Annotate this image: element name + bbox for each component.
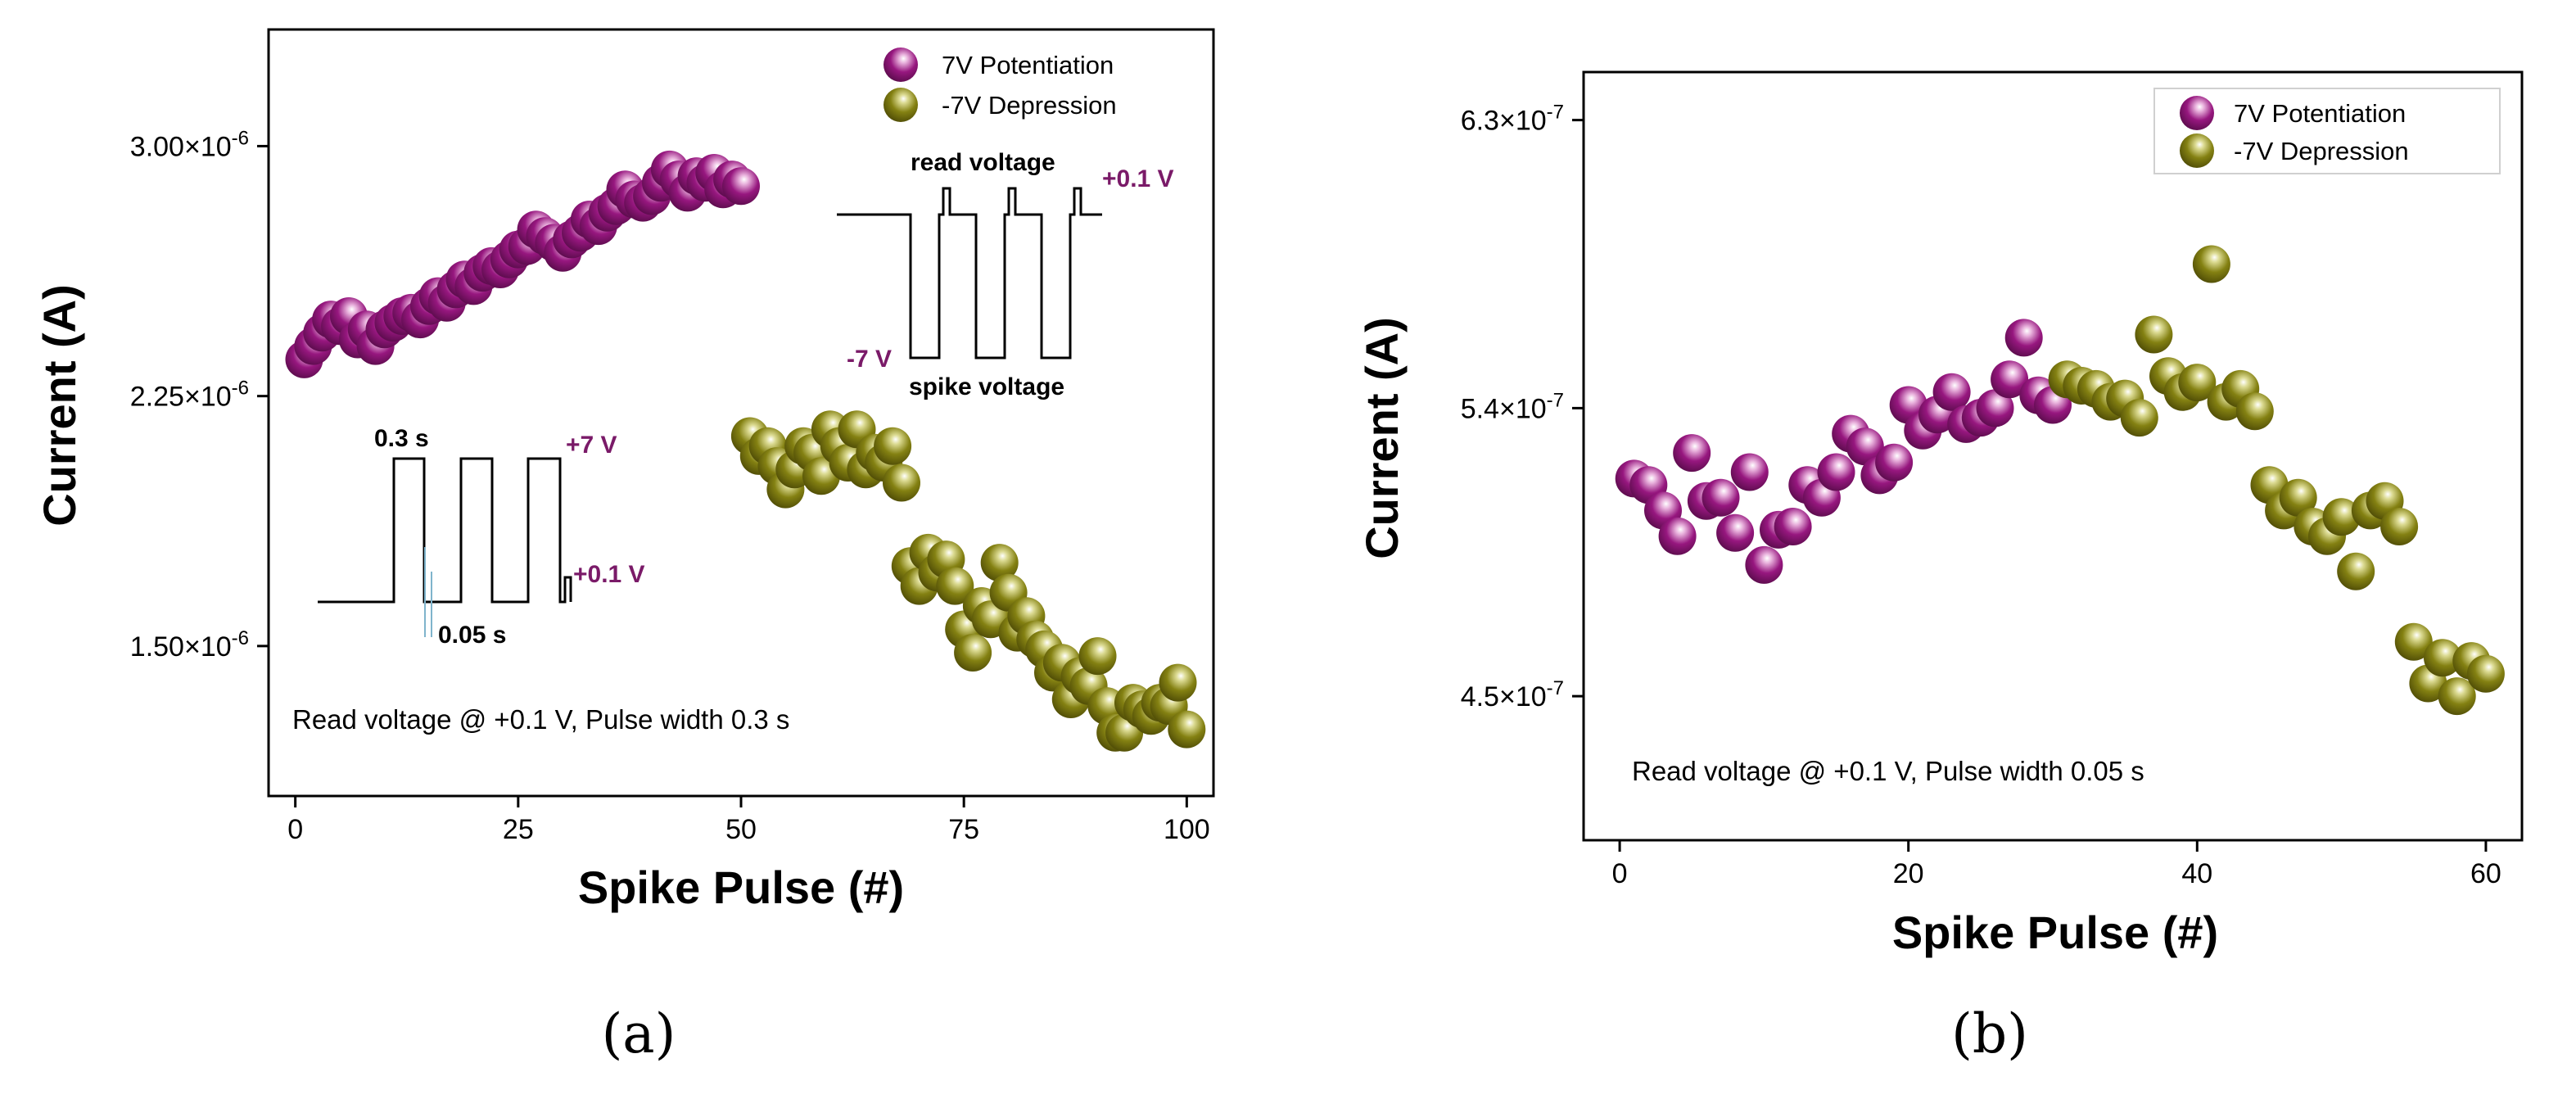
chart-b-legend: 7V Potentiation -7V Depression — [2153, 88, 2501, 174]
point-b-depression-30 — [2466, 654, 2505, 693]
inset-depression-spike-label: spike voltage — [909, 373, 1064, 400]
legend-a-depression-label: -7V Depression — [942, 91, 1117, 120]
inset-potentiation-trace — [318, 457, 572, 604]
point-b-depression-21 — [2337, 552, 2375, 590]
inset-potentiation-width-label: 0.3 s — [374, 425, 429, 452]
xtick-label-a-2: 50 — [725, 814, 757, 845]
chart-a: 0 25 50 75 100 1.50×10-6 2.25×10-6 3.00×10-6 S… — [34, 28, 1215, 1065]
point-b-potentiation-23 — [1932, 373, 1971, 411]
xtick-label-a-4: 100 — [1164, 814, 1210, 845]
inset-depression-trace — [837, 187, 1102, 360]
point-a-depression-26 — [954, 634, 992, 672]
point-b-potentiation-10 — [1745, 545, 1783, 584]
point-a-potentiation-50 — [722, 167, 760, 206]
point-b-depression-11 — [2192, 245, 2230, 283]
ytick-label-b-0: 4.5×10-7 — [1461, 677, 1564, 712]
xtick-label-b-1: 20 — [1893, 858, 1924, 889]
xtick-label-a-1: 25 — [503, 814, 534, 845]
point-b-potentiation-15 — [1817, 453, 1855, 491]
chart-b-points — [1615, 245, 2505, 716]
point-b-potentiation-9 — [1730, 453, 1769, 491]
point-b-depression-24 — [2380, 508, 2419, 545]
point-b-potentiation-12 — [1774, 508, 1812, 545]
point-b-depression-6 — [2120, 399, 2158, 437]
chart-a-annotation: Read voltage @ +0.1 V, Pulse width 0.3 s — [292, 704, 789, 735]
legend-b-potentiation-label: 7V Potentiation — [2234, 99, 2406, 128]
point-a-depression-24 — [936, 567, 974, 605]
point-a-depression-40 — [1078, 637, 1117, 676]
inset-potentiation-high-label: +7 V — [566, 432, 617, 459]
chart-b-xticks: 0 20 40 60 — [1612, 840, 2501, 889]
point-b-depression-14 — [2235, 392, 2274, 431]
xtick-label-b-0: 0 — [1612, 858, 1628, 889]
ytick-label-a-1: 2.25×10-6 — [130, 378, 249, 413]
chart-b: 0 20 40 60 4.5×10-7 5.4×10-7 6.3×10-7 Spike P… — [1356, 70, 2524, 1065]
point-a-depression-29 — [980, 544, 1019, 582]
point-a-depression-49 — [1159, 663, 1197, 702]
point-b-potentiation-5 — [1673, 434, 1711, 473]
point-b-depression-28 — [2438, 677, 2476, 716]
point-b-depression-27 — [2424, 639, 2461, 677]
chart-a-points — [285, 150, 1206, 752]
point-b-potentiation-4 — [1658, 517, 1697, 555]
xtick-label-b-2: 40 — [2181, 858, 2212, 889]
inset-depression-read-title: read voltage — [911, 149, 1055, 176]
ytick-label-b-1: 5.4×10-7 — [1461, 389, 1564, 424]
legend-a-potentiation-marker — [884, 47, 918, 82]
legend-b-depression-marker — [2180, 133, 2214, 168]
chart-a-yticks: 1.50×10-6 2.25×10-6 3.00×10-6 — [130, 127, 269, 663]
point-b-potentiation-28 — [2004, 319, 2043, 357]
chart-b-frame — [1582, 70, 2524, 842]
xtick-label-a-0: 0 — [287, 814, 303, 845]
point-b-depression-10 — [2178, 364, 2217, 402]
point-a-depression-18 — [883, 464, 920, 502]
chart-a-xticks: 0 25 50 75 100 — [287, 796, 1210, 845]
inset-potentiation-gap-label: 0.05 s — [438, 622, 506, 649]
point-a-depression-17 — [874, 427, 912, 465]
point-b-depression-17 — [2279, 478, 2317, 517]
point-b-potentiation-26 — [1976, 389, 2014, 427]
legend-a-depression-marker — [884, 88, 918, 122]
point-b-potentiation-7 — [1702, 478, 1740, 517]
inset-depression-waveform: read voltage +0.1 V -7 V spike voltage — [837, 149, 1174, 400]
inset-depression-low-label: -7 V — [847, 346, 892, 373]
chart-a-ylabel: Current (A) — [34, 284, 85, 527]
ytick-label-a-0: 1.50×10-6 — [130, 627, 249, 663]
xtick-label-b-3: 60 — [2470, 858, 2501, 889]
chart-b-panel-label: (b) — [1951, 1002, 2028, 1065]
chart-a-legend: 7V Potentiation -7V Depression — [884, 47, 1117, 122]
point-b-potentiation-17 — [1846, 427, 1884, 466]
point-b-potentiation-19 — [1875, 443, 1914, 482]
chart-b-annotation: Read voltage @ +0.1 V, Pulse width 0.05 … — [1632, 756, 2144, 786]
point-b-depression-25 — [2394, 622, 2433, 661]
chart-b-ylabel: Current (A) — [1356, 317, 1408, 559]
legend-a-potentiation-label: 7V Potentiation — [942, 51, 1114, 79]
legend-b-potentiation-marker — [2180, 96, 2214, 130]
point-b-potentiation-27 — [1991, 360, 2029, 399]
ytick-label-a-2: 3.00×10-6 — [130, 127, 249, 162]
xtick-label-a-3: 75 — [948, 814, 979, 845]
point-a-depression-50 — [1168, 710, 1206, 748]
inset-potentiation-waveform: 0.3 s 0.05 s +7 V +0.1 V — [318, 425, 645, 649]
inset-depression-read-label: +0.1 V — [1102, 165, 1174, 192]
ytick-label-b-2: 6.3×10-7 — [1461, 102, 1564, 137]
legend-b-depression-label: -7V Depression — [2234, 137, 2409, 165]
point-b-depression-20 — [2322, 498, 2361, 536]
chart-b-xlabel: Spike Pulse (#) — [1892, 907, 2218, 958]
chart-b-legend-box — [2153, 88, 2501, 174]
chart-b-yticks: 4.5×10-7 5.4×10-7 6.3×10-7 — [1461, 102, 1584, 712]
chart-a-xlabel: Spike Pulse (#) — [578, 862, 904, 913]
point-b-potentiation-8 — [1716, 513, 1755, 552]
chart-a-panel-label: (a) — [602, 1002, 676, 1065]
inset-potentiation-read-label: +0.1 V — [573, 561, 645, 588]
point-b-depression-7 — [2135, 315, 2173, 354]
